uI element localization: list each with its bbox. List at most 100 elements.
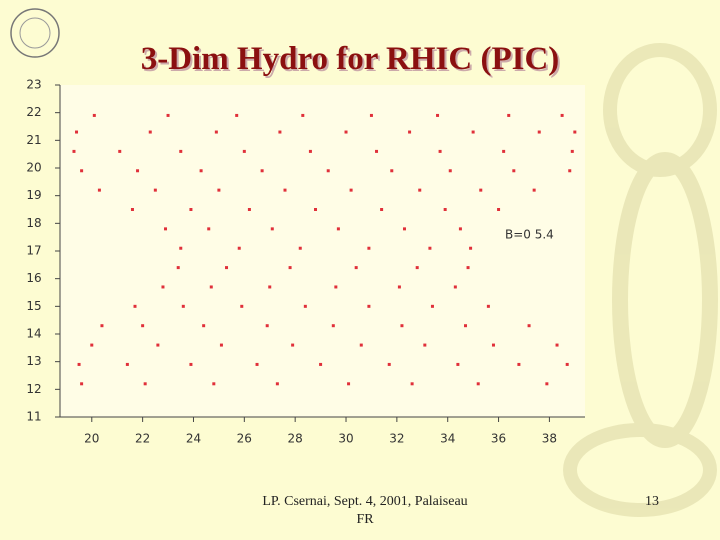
particle: [443, 208, 447, 211]
particle: [288, 266, 292, 270]
particle: [308, 149, 312, 153]
particle: [217, 188, 221, 192]
annotation: B=0 5.4: [505, 228, 554, 242]
particle: [225, 266, 229, 270]
particle: [491, 343, 495, 347]
particle: [397, 285, 401, 289]
particle: [255, 362, 259, 366]
particle: [97, 188, 101, 192]
particle: [242, 149, 246, 153]
particle: [471, 130, 475, 134]
particle: [326, 169, 330, 173]
particle: [77, 362, 81, 366]
particle: [430, 304, 434, 308]
x-tick-label: 26: [237, 432, 252, 446]
plot: 11 12 13 14 15 16 17 18 19 20 21 22 23 20 22 24 26 28 30 32…: [26, 78, 585, 446]
particle: [156, 343, 160, 347]
particle: [209, 285, 213, 289]
particle: [319, 362, 323, 366]
x-tick-label: 32: [389, 432, 404, 446]
particle: [570, 149, 574, 153]
particle: [502, 149, 506, 153]
particle: [92, 113, 96, 117]
footer: LP. Csernai, Sept. 4, 2001, Palaiseau: [262, 494, 467, 509]
university-logo: [10, 8, 60, 58]
particle: [387, 362, 391, 366]
particle: [555, 343, 559, 347]
particle: [80, 382, 84, 386]
particle: [148, 130, 152, 134]
particle: [466, 266, 470, 270]
particle: [369, 113, 373, 117]
particle: [438, 149, 442, 153]
y-tick-label: 23: [26, 78, 41, 92]
particle: [179, 149, 183, 153]
y-tick-label: 19: [26, 188, 41, 202]
x-tick-label: 20: [84, 432, 99, 446]
particle: [402, 227, 406, 231]
particle: [75, 130, 79, 134]
y-tick-label: 20: [26, 161, 41, 175]
particle: [176, 266, 180, 270]
owl-watermark: [563, 43, 718, 517]
particle: [573, 130, 577, 134]
footer: FR: [356, 512, 374, 527]
particle: [448, 169, 452, 173]
particle: [367, 304, 371, 308]
particle: [354, 266, 358, 270]
particle: [408, 130, 412, 134]
particle: [278, 130, 282, 134]
y-tick-label: 12: [26, 382, 41, 396]
title-shadow: 3-Dim Hydro for RHIC (PIC): [143, 43, 562, 79]
particle: [349, 188, 353, 192]
particle: [336, 227, 340, 231]
page-number: 13: [645, 494, 659, 509]
particle: [390, 169, 394, 173]
particle: [527, 324, 531, 328]
particle: [568, 169, 572, 173]
particle: [181, 304, 185, 308]
particle: [125, 362, 129, 366]
particle: [270, 227, 274, 231]
y-tick-label: 11: [26, 410, 41, 424]
particle: [375, 149, 379, 153]
particle: [235, 113, 239, 117]
particle: [161, 285, 165, 289]
particle: [334, 285, 338, 289]
particle: [314, 208, 318, 211]
y-tick-label: 17: [26, 244, 41, 258]
particle: [537, 130, 541, 134]
y-tick-label: 15: [26, 299, 41, 313]
particle: [141, 324, 145, 328]
particle: [359, 343, 363, 347]
particle: [143, 382, 147, 386]
particle: [453, 285, 457, 289]
particle: [486, 304, 490, 308]
particle: [80, 169, 84, 173]
particle: [214, 130, 218, 134]
x-tick-label: 34: [440, 432, 455, 446]
particle: [400, 324, 404, 328]
particle: [380, 208, 384, 211]
x-tick-label: 30: [338, 432, 353, 446]
y-tick-label: 21: [26, 133, 41, 147]
particle: [72, 149, 76, 153]
particle: [497, 208, 501, 211]
particle: [283, 188, 287, 192]
slide-title: 3-Dim Hydro for RHIC (PIC): [141, 41, 560, 77]
particle: [207, 227, 211, 231]
x-tick-label: 28: [288, 432, 303, 446]
particle: [240, 304, 244, 308]
particle: [219, 343, 223, 347]
particle: [479, 188, 483, 192]
particle: [237, 246, 241, 250]
particle: [130, 208, 134, 211]
y-tick-label: 16: [26, 271, 41, 285]
particle: [153, 188, 157, 192]
particle: [179, 246, 183, 250]
particle: [476, 382, 480, 386]
plot-area: [60, 85, 585, 417]
particle: [331, 324, 335, 328]
y-tick-label: 13: [26, 354, 41, 368]
